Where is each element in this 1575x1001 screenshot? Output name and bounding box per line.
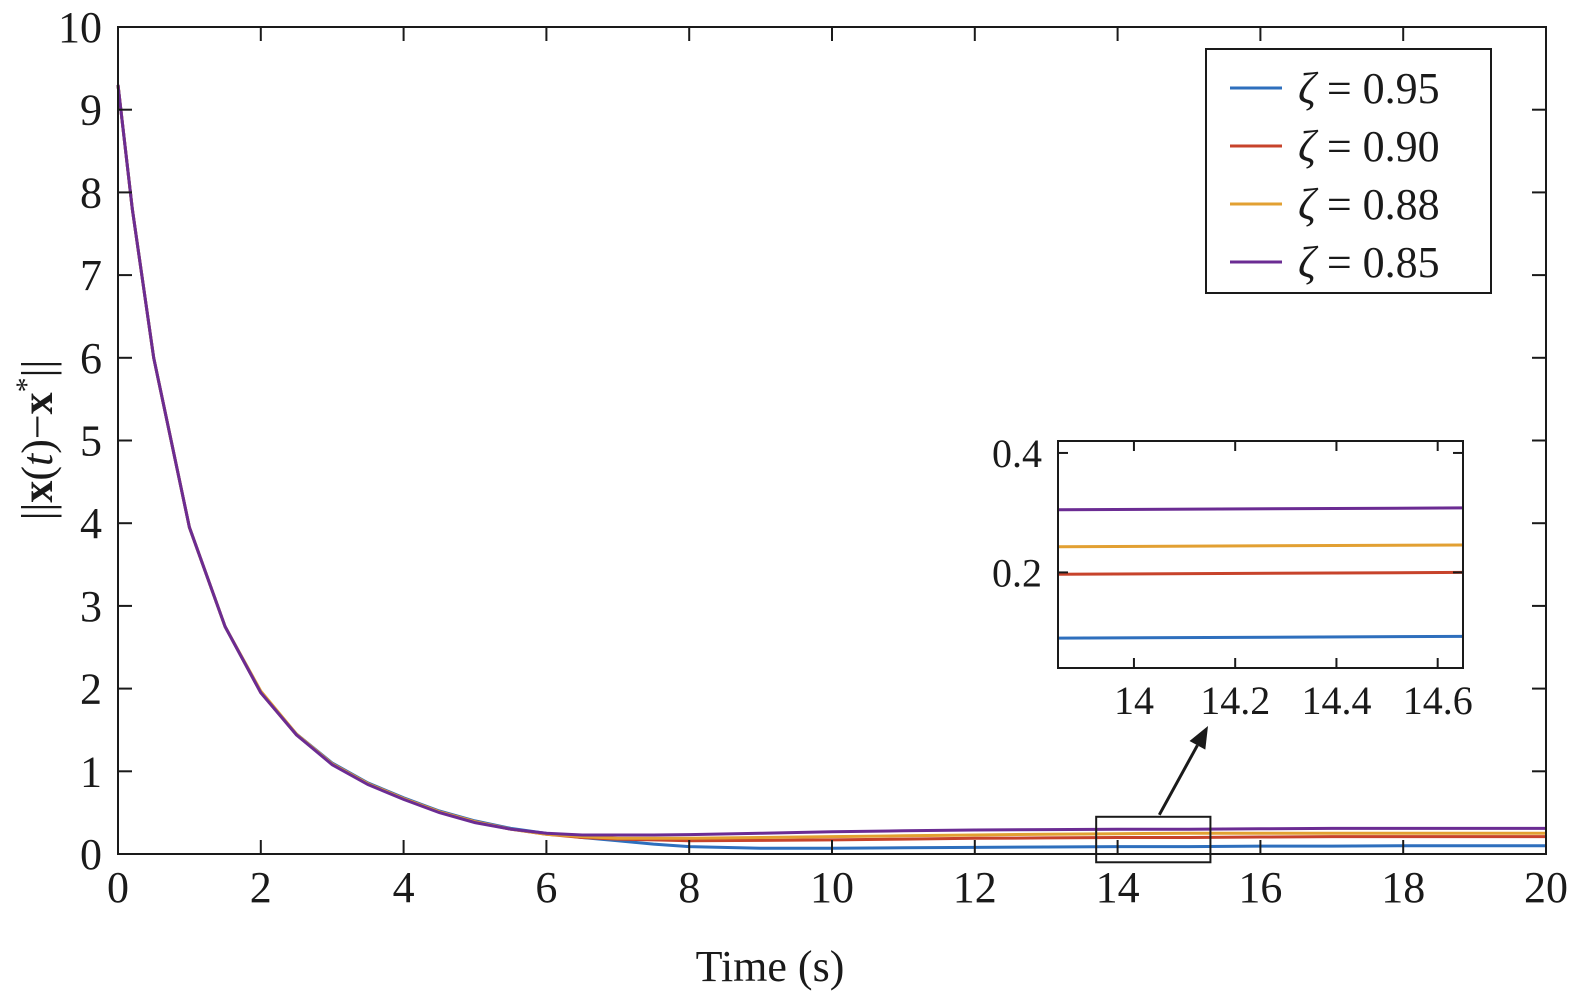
inset-x-tick-label: 14.2	[1200, 678, 1270, 723]
x-tick-label: 8	[678, 863, 700, 912]
inset-y-tick-label: 0.4	[992, 431, 1042, 476]
y-tick-label: 10	[58, 3, 102, 52]
legend-items: ζ = 0.95ζ = 0.90ζ = 0.88ζ = 0.85	[1230, 64, 1440, 287]
inset-x-tick-label: 14	[1114, 678, 1154, 723]
y-tick-label: 9	[80, 86, 102, 135]
x-tick-label: 12	[953, 863, 997, 912]
zoom-arrow	[1157, 744, 1199, 816]
zoom-arrow-head-icon	[1189, 726, 1208, 750]
inset-x-tick-label: 14.4	[1301, 678, 1371, 723]
x-tick-label: 18	[1381, 863, 1425, 912]
x-axis-title: Time (s)	[696, 942, 845, 991]
y-axis-title-part: *	[10, 377, 43, 392]
series-line-3	[116, 84, 1546, 837]
y-axis-title: ||x(t)−x*||	[10, 360, 63, 521]
inset-series-line-1	[1057, 543, 1464, 549]
x-tick-label: 16	[1238, 863, 1282, 912]
inset-series-lines	[1057, 506, 1464, 640]
x-tick-label: 20	[1524, 863, 1568, 912]
zoom-region-box	[1095, 815, 1212, 864]
y-tick-label: 8	[80, 168, 102, 217]
y-tick-label: 4	[80, 499, 102, 548]
x-tick-label: 0	[107, 863, 129, 912]
inset-series-line-2	[1057, 570, 1464, 576]
legend-symbol: ζ	[1298, 238, 1319, 287]
legend-label-3: ζ = 0.85	[1298, 238, 1440, 287]
inset-series-line-3	[1057, 634, 1464, 640]
y-tick-label: 5	[80, 417, 102, 466]
inset-frame	[1057, 440, 1464, 669]
legend-value: = 0.88	[1316, 180, 1440, 229]
y-tick-label: 6	[80, 334, 102, 383]
x-tick-label: 6	[535, 863, 557, 912]
legend-symbol: ζ	[1298, 122, 1319, 171]
legend-label-0: ζ = 0.95	[1298, 64, 1440, 113]
inset-y-tick-label: 0.2	[992, 550, 1042, 595]
legend-box	[1205, 48, 1492, 294]
y-axis-title-part: t	[13, 452, 62, 466]
y-tick-label: 2	[80, 665, 102, 714]
inset-plot: 14 14.2 14.4 14.6 0.2 0.4	[992, 431, 1473, 723]
y-tick-label: 7	[80, 251, 102, 300]
x-tick-label: 4	[393, 863, 415, 912]
legend-label-2: ζ = 0.88	[1298, 180, 1440, 229]
y-axis-title-part: ||	[13, 360, 62, 378]
legend-value: = 0.95	[1316, 64, 1440, 113]
y-axis-title-part: x	[13, 392, 62, 414]
x-tick-label: 10	[810, 863, 854, 912]
y-tick-label: 3	[80, 582, 102, 631]
inset-background	[1058, 441, 1463, 668]
x-tick-label: 14	[1096, 863, 1140, 912]
y-axis-title-part: )−	[13, 414, 62, 453]
legend-symbol: ζ	[1298, 180, 1319, 229]
y-axis-title-part: (	[13, 466, 62, 481]
legend-value: = 0.90	[1316, 122, 1440, 171]
x-tick-label: 2	[250, 863, 272, 912]
inset-axis-ticks: 14 14.2 14.4 14.6 0.2 0.4	[992, 431, 1473, 723]
main-series-lines	[116, 84, 1546, 850]
legend-value: = 0.85	[1316, 238, 1440, 287]
inset-series-line-0	[1057, 506, 1464, 512]
y-tick-label: 1	[80, 747, 102, 796]
y-tick-label: 0	[80, 830, 102, 879]
y-axis-title-part: x	[13, 481, 62, 503]
inset-x-tick-label: 14.6	[1403, 678, 1473, 723]
legend-label-1: ζ = 0.90	[1298, 122, 1440, 171]
legend-symbol: ζ	[1298, 64, 1319, 113]
legend: ζ = 0.95ζ = 0.90ζ = 0.88ζ = 0.85	[1205, 48, 1492, 294]
y-axis-title-part: ||	[13, 503, 62, 521]
